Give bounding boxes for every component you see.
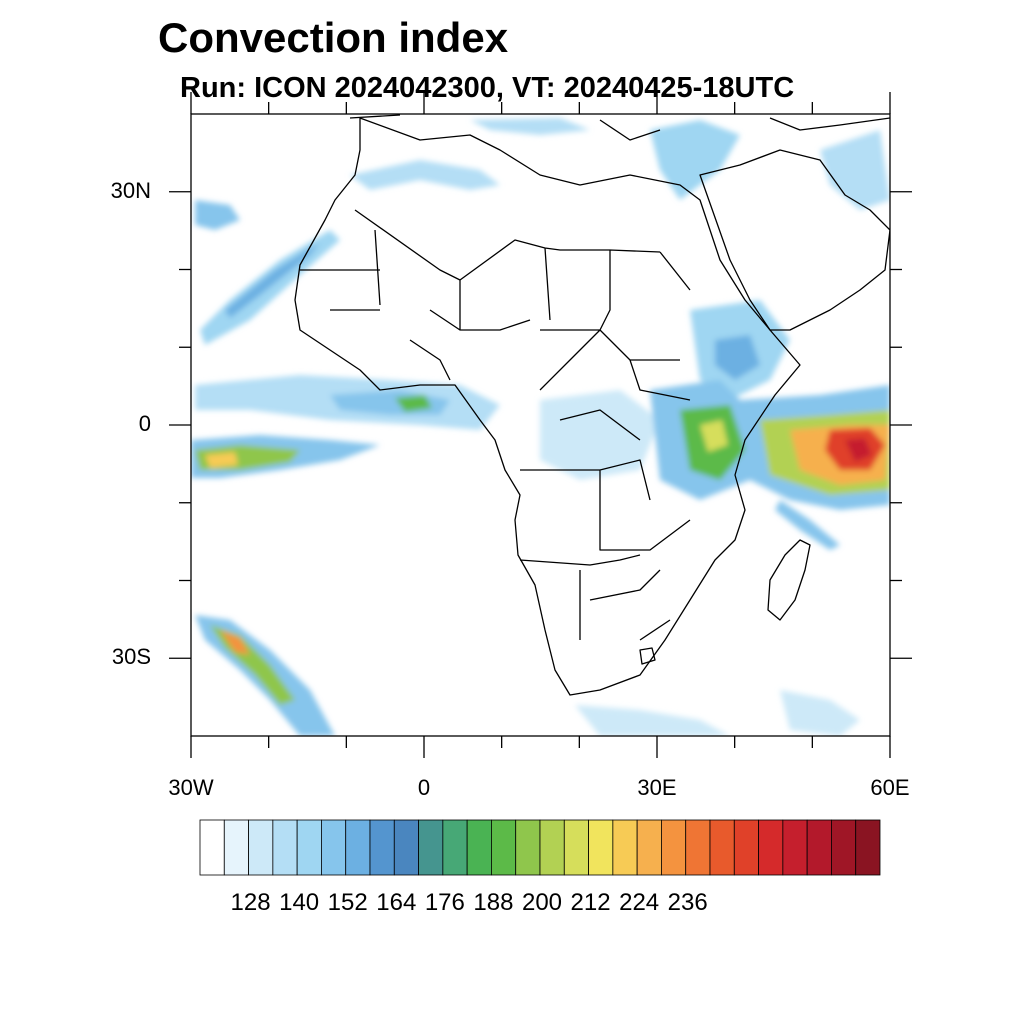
colorbar-swatch: [685, 819, 711, 876]
convection-band-nw-atlantic-core: [225, 242, 320, 318]
colorbar-label: 212: [570, 889, 611, 916]
colorbar-swatch: [248, 819, 274, 876]
colorbar-swatch: [296, 819, 322, 876]
colorbar-swatch: [272, 819, 298, 876]
madagascar-coastline: [767, 539, 811, 621]
colorbar-label: 176: [424, 889, 465, 916]
convection-nw-corner: [195, 200, 240, 230]
convection-levant: [650, 120, 740, 200]
convection-field: [191, 118, 890, 736]
colorbar-swatch: [345, 819, 371, 876]
colorbar-swatch: [709, 819, 735, 876]
colorbar-swatch: [758, 819, 784, 876]
colorbar-swatch: [831, 819, 857, 876]
convection-arabia-north: [820, 130, 890, 210]
lon-tick-label: 0: [417, 775, 431, 800]
africa-coastline: [294, 117, 801, 696]
convection-band-sahara: [350, 160, 500, 190]
colorbar-swatch: [442, 819, 468, 876]
colorbar-label: 152: [327, 889, 368, 916]
colorbar-label: 188: [473, 889, 514, 916]
colorbar-swatch: [563, 819, 589, 876]
colorbar-label: 236: [667, 889, 708, 916]
colorbar-label: 224: [619, 889, 660, 916]
convection-indian-ocean-max: [845, 438, 872, 462]
convection-southern-ocean: [575, 705, 730, 736]
colorbar-swatch: [491, 819, 517, 876]
convection-mozambique-channel: [775, 500, 840, 550]
convection-east-africa-peak: [700, 420, 728, 452]
convection-band-south-atlantic-peak: [205, 452, 238, 468]
lat-tick-label: 30S: [111, 644, 151, 670]
colorbar-swatch: [782, 819, 808, 876]
colorbar-swatch: [806, 819, 832, 876]
convection-gulf-guinea-peak: [395, 395, 432, 412]
chart-subtitle: Run: ICON 2024042300, VT: 20240425-18UTC: [180, 72, 795, 104]
convection-central-africa: [540, 390, 660, 480]
convection-band-sw-atlantic-peak: [220, 630, 250, 655]
arabia-coastline: [699, 149, 890, 331]
lat-tick-label: 0: [138, 411, 151, 436]
lon-tick-label: 30E: [637, 775, 677, 800]
colorbar-label: 128: [230, 889, 271, 916]
colorbar-swatch: [223, 819, 249, 876]
colorbar-swatch: [321, 819, 347, 876]
colorbar-swatch: [661, 819, 687, 876]
convection-mediterranean: [470, 118, 590, 135]
lon-tick-label: 60E: [870, 775, 910, 800]
colorbar-swatch: [393, 819, 419, 876]
europe-coastline: [349, 114, 890, 141]
lat-tick-label: 30N: [110, 177, 151, 203]
colorbar: [199, 819, 881, 876]
colorbar-swatch: [369, 819, 395, 876]
lesotho-border: [639, 647, 656, 665]
colorbar-swatch: [636, 819, 662, 876]
colorbar-swatch: [733, 819, 759, 876]
coastlines-borders: [294, 114, 890, 696]
colorbar-swatch: [855, 819, 881, 876]
colorbar-swatch: [418, 819, 444, 876]
colorbar-label: 164: [376, 889, 417, 916]
convection-southern-ocean-east: [780, 690, 860, 736]
colorbar-swatch: [199, 819, 225, 876]
lon-tick-label: 30W: [168, 775, 214, 800]
colorbar-swatch: [515, 819, 541, 876]
colorbar-label: 140: [279, 889, 320, 916]
colorbar-swatch: [588, 819, 614, 876]
chart-title: Convection index: [158, 14, 509, 61]
axis-ticks: [169, 92, 912, 758]
colorbar-swatch: [466, 819, 492, 876]
country-borders: [300, 209, 691, 641]
colorbar-swatch: [612, 819, 638, 876]
convection-horn-core: [715, 335, 760, 380]
colorbar-label: 200: [521, 889, 563, 916]
colorbar-swatch: [539, 819, 565, 876]
